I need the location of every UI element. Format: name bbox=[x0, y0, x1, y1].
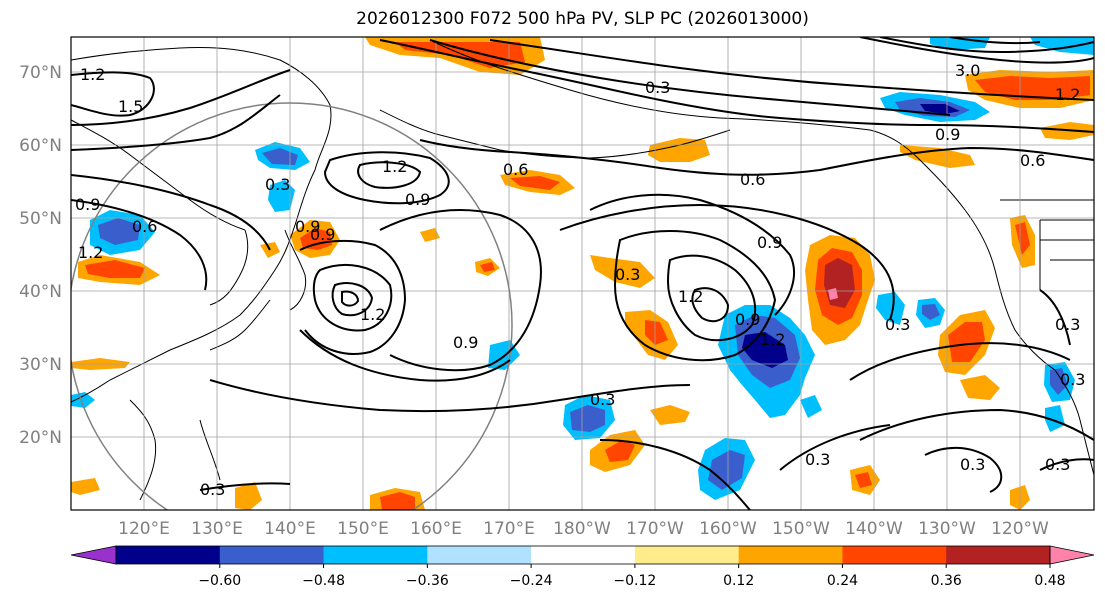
contour-label: 1.5 bbox=[118, 97, 143, 116]
colorbar-extension-low bbox=[70, 545, 117, 565]
contour-label: 1.2 bbox=[360, 305, 385, 324]
contour-label: 0.3 bbox=[805, 450, 830, 469]
lat-label: 40°N bbox=[19, 282, 62, 302]
contour-label: 0.9 bbox=[935, 125, 960, 144]
contour-label: 0.3 bbox=[885, 315, 910, 334]
lat-label: 20°N bbox=[19, 428, 62, 448]
contour-label: 0.3 bbox=[265, 175, 290, 194]
contour-label: 1.2 bbox=[678, 287, 703, 306]
lon-label: 180°W bbox=[553, 519, 611, 539]
lon-label: 140°E bbox=[264, 519, 316, 539]
lat-label: 60°N bbox=[19, 136, 62, 156]
colorbar-tick-label: −0.12 bbox=[613, 573, 656, 589]
lat-label: 50°N bbox=[19, 209, 62, 229]
contour-label: 0.9 bbox=[757, 233, 782, 252]
lon-label: 120°E bbox=[118, 519, 170, 539]
colorbar-tick-label: 0.12 bbox=[723, 573, 754, 589]
lon-label: 170°W bbox=[626, 519, 684, 539]
colorbar-tick-label: −0.60 bbox=[198, 573, 241, 589]
contour-label: 0.3 bbox=[960, 455, 985, 474]
latitude-labels: 70°N 60°N 50°N 40°N 30°N 20°N bbox=[19, 63, 62, 448]
lon-label: 130°W bbox=[918, 519, 976, 539]
longitude-labels: 120°E 130°E 140°E 150°E 160°E 170°E 180°… bbox=[118, 519, 1049, 539]
contour-label: 0.6 bbox=[740, 170, 765, 189]
contour-label: 0.3 bbox=[1045, 455, 1070, 474]
lon-label: 160°W bbox=[699, 519, 757, 539]
colorbar-swatch bbox=[116, 546, 221, 564]
colorbar-swatch bbox=[427, 546, 532, 564]
colorbar-tick-label: 0.48 bbox=[1034, 573, 1065, 589]
contour-labels: 1.2 1.5 0.3 0.9 0.6 1.2 0.9 0.6 1.2 0.9 … bbox=[75, 61, 1085, 499]
colorbar-tick-label: 0.24 bbox=[827, 573, 858, 589]
contour-label: 0.3 bbox=[1060, 370, 1085, 389]
colorbar-swatch bbox=[842, 546, 947, 564]
colorbar-swatch bbox=[531, 546, 636, 564]
colorbar-tick-label: −0.48 bbox=[302, 573, 345, 589]
map-title: 2026012300 F072 500 hPa PV, SLP PC (2026… bbox=[356, 9, 809, 29]
contour-label: 0.3 bbox=[615, 265, 640, 284]
colorbar-swatch bbox=[634, 546, 740, 564]
contour-label: 1.2 bbox=[382, 157, 407, 176]
contour-label: 1.2 bbox=[1055, 85, 1080, 104]
lon-label: 150°E bbox=[337, 519, 389, 539]
lon-label: 120°W bbox=[991, 519, 1049, 539]
contour-label: 1.2 bbox=[78, 243, 103, 262]
colorbar-swatch bbox=[738, 546, 843, 564]
contour-label: 0.9 bbox=[405, 190, 430, 209]
contour-label: 0.9 bbox=[75, 195, 100, 214]
lon-label: 150°W bbox=[772, 519, 830, 539]
slp-contours bbox=[71, 37, 1094, 510]
contour-label: 0.3 bbox=[1055, 315, 1080, 334]
contour-label: 3.0 bbox=[955, 61, 980, 80]
colorbar: −0.60 −0.48 −0.36 −0.24 −0.12 0.12 0.24 0.36 0.4… bbox=[70, 545, 1095, 589]
contour-label: 0.9 bbox=[295, 217, 320, 236]
colorbar-swatch bbox=[219, 546, 325, 564]
contour-label: 0.9 bbox=[310, 225, 335, 244]
contour-label: 0.9 bbox=[453, 333, 478, 352]
colorbar-swatch bbox=[323, 546, 428, 564]
lat-label: 30°N bbox=[19, 355, 62, 375]
colorbar-tick-label: −0.24 bbox=[510, 573, 553, 589]
contour-label: 0.6 bbox=[1020, 151, 1045, 170]
lon-label: 170°E bbox=[483, 519, 535, 539]
lon-label: 160°E bbox=[410, 519, 462, 539]
contour-label: 0.3 bbox=[200, 480, 225, 499]
contour-label: 0.6 bbox=[503, 160, 528, 179]
contour-label: 0.3 bbox=[590, 390, 615, 409]
contour-label: 1.2 bbox=[80, 65, 105, 84]
contour-label: 0.3 bbox=[645, 78, 670, 97]
lat-label: 70°N bbox=[19, 63, 62, 83]
lon-label: 140°W bbox=[845, 519, 903, 539]
lon-label: 130°E bbox=[191, 519, 243, 539]
range-ring bbox=[71, 102, 513, 510]
colorbar-tick-label: −0.36 bbox=[406, 573, 449, 589]
contour-label: 0.9 bbox=[735, 310, 760, 329]
colorbar-swatch bbox=[946, 546, 1051, 564]
map-frame bbox=[70, 36, 1095, 511]
colorbar-outline bbox=[115, 545, 1051, 565]
colorbar-tick-label: 0.36 bbox=[931, 573, 962, 589]
contour-label: 0.6 bbox=[132, 217, 157, 236]
contour-label: 1.2 bbox=[760, 330, 785, 349]
colorbar-extension-high bbox=[1049, 545, 1095, 565]
